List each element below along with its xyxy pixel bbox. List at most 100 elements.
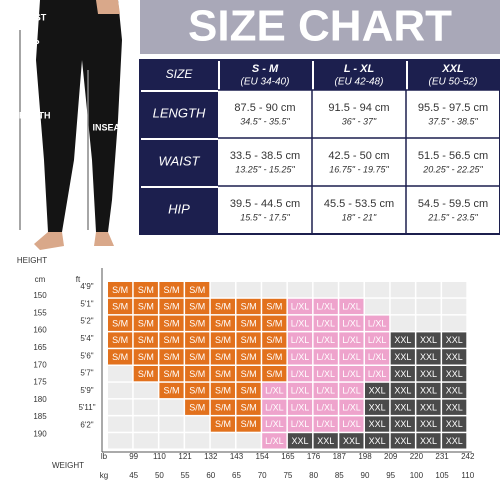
grid-cell <box>185 399 210 415</box>
size-label: S/M <box>112 318 128 328</box>
size-label: L/XL <box>316 369 335 379</box>
grid-cell <box>236 298 261 315</box>
height-cm: 180 <box>33 395 47 404</box>
size-label: S/M <box>266 352 282 362</box>
size-label: S/M <box>138 302 154 312</box>
size-label: S/M <box>241 318 257 328</box>
size-label: XXL <box>446 386 463 396</box>
cell-in: 20.25" - 22.25" <box>422 164 483 174</box>
grid-cell <box>133 399 158 415</box>
grid-cell <box>108 416 133 432</box>
weight-lb: 121 <box>178 452 192 461</box>
size-label: S/M <box>189 335 205 345</box>
grid-cell <box>313 332 338 348</box>
cell-cm: 54.5 - 59.5 cm <box>418 198 488 210</box>
weight-lb: 198 <box>358 452 372 461</box>
weight-lb: 231 <box>435 452 449 461</box>
size-label: XXL <box>369 386 386 396</box>
size-label: S/M <box>241 335 257 345</box>
grid-cell <box>210 298 235 315</box>
column-eu: (EU 42-48) <box>335 77 384 88</box>
grid-cell <box>365 349 390 365</box>
grid-cell <box>159 366 184 382</box>
grid-cell <box>133 298 158 315</box>
size-label: L/XL <box>342 386 361 396</box>
height-ft: 5'2" <box>80 317 93 326</box>
size-label: L/XL <box>316 318 335 328</box>
row-label: WAIST <box>159 153 201 168</box>
size-label: S/M <box>266 318 282 328</box>
height-ft: 6'2" <box>80 421 93 430</box>
size-label: L/XL <box>265 419 284 429</box>
grid-cell <box>339 332 364 348</box>
size-label: L/XL <box>316 352 335 362</box>
grid-cell <box>287 399 313 415</box>
grid-cell <box>390 349 415 365</box>
grid-cell <box>236 315 261 331</box>
leggings-illustration <box>19 0 122 250</box>
size-label: S/M <box>138 352 154 362</box>
grid-cell <box>133 433 158 449</box>
unit: lb <box>101 452 108 461</box>
size-label: L/XL <box>291 352 310 362</box>
size-label: S/M <box>138 369 154 379</box>
cell-cm: 33.5 - 38.5 cm <box>230 150 300 162</box>
height-cm: 190 <box>33 430 47 439</box>
grid-cell <box>416 366 441 382</box>
cell-in: 36" - 37" <box>342 116 377 126</box>
image-label: LENGTH <box>14 110 51 120</box>
weight-kg: 55 <box>181 471 190 480</box>
cell-cm: 95.5 - 97.5 cm <box>418 102 488 114</box>
cell-in: 37.5" - 38.5" <box>428 116 478 126</box>
size-label: S/M <box>189 386 205 396</box>
grid-cell <box>185 298 210 315</box>
grid-cell <box>210 349 235 365</box>
size-label: L/XL <box>291 318 310 328</box>
size-label: L/XL <box>342 318 361 328</box>
size-label: S/M <box>241 369 257 379</box>
size-label: L/XL <box>291 335 310 345</box>
grid-cell <box>365 416 390 432</box>
grid-cell <box>287 298 313 315</box>
grid-cell <box>287 433 313 449</box>
grid-cell <box>133 366 158 382</box>
size-label: L/XL <box>316 386 335 396</box>
size-label: XXL <box>446 369 463 379</box>
image-label: INSEAM <box>92 122 127 132</box>
cell-in: 15.5" - 17.5" <box>240 212 290 222</box>
size-label: L/XL <box>368 335 387 345</box>
size-label: XXL <box>420 369 437 379</box>
grid-cell <box>185 315 210 331</box>
size-label: L/XL <box>316 302 335 312</box>
grid-cell <box>339 349 364 365</box>
grid-cell <box>262 349 287 365</box>
height-cm: 160 <box>33 326 47 335</box>
grid-cell <box>210 382 235 399</box>
cell-cm: 42.5 - 50 cm <box>328 150 389 162</box>
height-ft: 5'11" <box>78 403 95 412</box>
weight-kg: 75 <box>283 471 292 480</box>
grid-cell <box>159 433 184 449</box>
grid-cell <box>262 332 287 348</box>
size-label: XXL <box>420 352 437 362</box>
header-cell <box>140 60 218 90</box>
height-ft: 5'1" <box>80 299 93 308</box>
grid-cell <box>442 433 467 449</box>
size-label: S/M <box>215 402 231 412</box>
size-label: S/M <box>164 352 180 362</box>
grid-cell <box>339 298 364 315</box>
weight-lb: 165 <box>281 452 295 461</box>
grid-cell <box>133 332 158 348</box>
size-label: S/M <box>164 386 180 396</box>
size-label: XXL <box>343 436 360 446</box>
size-label: L/XL <box>368 352 387 362</box>
size-label: S/M <box>241 402 257 412</box>
cell-cm: 87.5 - 90 cm <box>234 102 295 114</box>
unit: kg <box>100 471 108 480</box>
size-label: S/M <box>189 318 205 328</box>
grid-cell <box>133 349 158 365</box>
size-label: S/M <box>215 352 231 362</box>
weight-kg: 100 <box>410 471 424 480</box>
